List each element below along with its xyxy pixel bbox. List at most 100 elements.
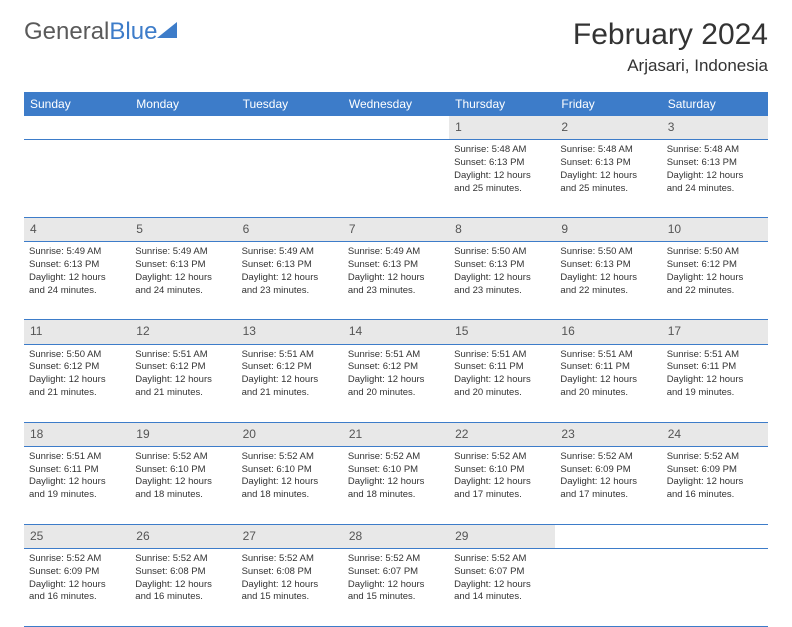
day-number: 4 xyxy=(30,221,124,237)
day-number: 26 xyxy=(136,528,230,544)
day-detail-cell: Sunrise: 5:48 AMSunset: 6:13 PMDaylight:… xyxy=(662,140,768,218)
day-detail-cell: Sunrise: 5:50 AMSunset: 6:12 PMDaylight:… xyxy=(24,344,130,422)
sunset-text: Sunset: 6:11 PM xyxy=(560,361,656,374)
day-detail-cell: Sunrise: 5:52 AMSunset: 6:10 PMDaylight:… xyxy=(130,446,236,524)
day-number-cell: 6 xyxy=(237,218,343,242)
triangle-icon xyxy=(157,20,183,45)
daylight-text: and 25 minutes. xyxy=(454,183,550,196)
day-number-cell: 18 xyxy=(24,422,130,446)
sunset-text: Sunset: 6:09 PM xyxy=(29,566,125,579)
day-number-cell: 12 xyxy=(130,320,236,344)
sunrise-text: Sunrise: 5:49 AM xyxy=(29,246,125,259)
day-number-cell xyxy=(24,116,130,140)
daylight-text: and 19 minutes. xyxy=(29,489,125,502)
day-header: Saturday xyxy=(662,92,768,116)
day-detail-cell xyxy=(24,140,130,218)
sunrise-text: Sunrise: 5:51 AM xyxy=(348,349,444,362)
daynum-row: 18192021222324 xyxy=(24,422,768,446)
daylight-text: Daylight: 12 hours xyxy=(29,476,125,489)
sunset-text: Sunset: 6:10 PM xyxy=(242,464,338,477)
daylight-text: and 24 minutes. xyxy=(29,285,125,298)
daylight-text: and 20 minutes. xyxy=(560,387,656,400)
day-number: 16 xyxy=(561,323,655,339)
daynum-row: 11121314151617 xyxy=(24,320,768,344)
day-number-cell: 4 xyxy=(24,218,130,242)
day-detail-cell xyxy=(237,140,343,218)
daylight-text: and 21 minutes. xyxy=(29,387,125,400)
sunrise-text: Sunrise: 5:50 AM xyxy=(454,246,550,259)
sunrise-text: Sunrise: 5:52 AM xyxy=(29,553,125,566)
day-number-cell: 28 xyxy=(343,524,449,548)
day-number: 28 xyxy=(349,528,443,544)
sunset-text: Sunset: 6:12 PM xyxy=(348,361,444,374)
daylight-text: Daylight: 12 hours xyxy=(29,374,125,387)
day-number-cell: 29 xyxy=(449,524,555,548)
sunrise-text: Sunrise: 5:52 AM xyxy=(348,451,444,464)
day-detail-cell: Sunrise: 5:51 AMSunset: 6:12 PMDaylight:… xyxy=(237,344,343,422)
daylight-text: and 16 minutes. xyxy=(667,489,763,502)
daylight-text: Daylight: 12 hours xyxy=(135,476,231,489)
daylight-text: Daylight: 12 hours xyxy=(560,170,656,183)
sunrise-text: Sunrise: 5:52 AM xyxy=(135,451,231,464)
daylight-text: and 18 minutes. xyxy=(135,489,231,502)
day-number: 12 xyxy=(136,323,230,339)
day-detail-cell xyxy=(343,140,449,218)
sunset-text: Sunset: 6:13 PM xyxy=(454,259,550,272)
day-detail-cell: Sunrise: 5:51 AMSunset: 6:11 PMDaylight:… xyxy=(662,344,768,422)
daylight-text: Daylight: 12 hours xyxy=(348,374,444,387)
week-row: Sunrise: 5:51 AMSunset: 6:11 PMDaylight:… xyxy=(24,446,768,524)
sunset-text: Sunset: 6:11 PM xyxy=(454,361,550,374)
daylight-text: and 23 minutes. xyxy=(454,285,550,298)
header: GeneralBlue February 2024 Arjasari, Indo… xyxy=(24,18,768,76)
day-number: 25 xyxy=(30,528,124,544)
daylight-text: and 22 minutes. xyxy=(667,285,763,298)
day-number-cell: 1 xyxy=(449,116,555,140)
daylight-text: Daylight: 12 hours xyxy=(348,579,444,592)
sunrise-text: Sunrise: 5:51 AM xyxy=(454,349,550,362)
daylight-text: Daylight: 12 hours xyxy=(667,476,763,489)
sunrise-text: Sunrise: 5:52 AM xyxy=(348,553,444,566)
sunset-text: Sunset: 6:07 PM xyxy=(454,566,550,579)
calendar-table: SundayMondayTuesdayWednesdayThursdayFrid… xyxy=(24,92,768,627)
day-number: 6 xyxy=(243,221,337,237)
sunrise-text: Sunrise: 5:50 AM xyxy=(560,246,656,259)
sunset-text: Sunset: 6:10 PM xyxy=(135,464,231,477)
daylight-text: and 21 minutes. xyxy=(135,387,231,400)
daylight-text: and 21 minutes. xyxy=(242,387,338,400)
day-number-cell xyxy=(237,116,343,140)
sunset-text: Sunset: 6:12 PM xyxy=(29,361,125,374)
sunrise-text: Sunrise: 5:49 AM xyxy=(135,246,231,259)
daylight-text: and 23 minutes. xyxy=(348,285,444,298)
daylight-text: and 20 minutes. xyxy=(454,387,550,400)
day-number: 29 xyxy=(455,528,549,544)
calendar-header-row: SundayMondayTuesdayWednesdayThursdayFrid… xyxy=(24,92,768,116)
day-detail-cell: Sunrise: 5:48 AMSunset: 6:13 PMDaylight:… xyxy=(449,140,555,218)
day-number-cell xyxy=(662,524,768,548)
daylight-text: Daylight: 12 hours xyxy=(454,476,550,489)
day-number-cell: 20 xyxy=(237,422,343,446)
logo-part2: Blue xyxy=(109,18,157,45)
day-number: 20 xyxy=(243,426,337,442)
sunset-text: Sunset: 6:12 PM xyxy=(242,361,338,374)
sunrise-text: Sunrise: 5:52 AM xyxy=(560,451,656,464)
daylight-text: and 17 minutes. xyxy=(454,489,550,502)
sunrise-text: Sunrise: 5:50 AM xyxy=(667,246,763,259)
day-number-cell xyxy=(343,116,449,140)
day-number: 9 xyxy=(561,221,655,237)
day-number: 24 xyxy=(668,426,762,442)
sunset-text: Sunset: 6:13 PM xyxy=(348,259,444,272)
daylight-text: Daylight: 12 hours xyxy=(667,170,763,183)
daylight-text: Daylight: 12 hours xyxy=(667,374,763,387)
day-detail-cell: Sunrise: 5:51 AMSunset: 6:11 PMDaylight:… xyxy=(449,344,555,422)
day-number-cell: 2 xyxy=(555,116,661,140)
sunset-text: Sunset: 6:11 PM xyxy=(667,361,763,374)
week-row: Sunrise: 5:49 AMSunset: 6:13 PMDaylight:… xyxy=(24,242,768,320)
day-number-cell: 13 xyxy=(237,320,343,344)
day-number: 19 xyxy=(136,426,230,442)
day-detail-cell: Sunrise: 5:52 AMSunset: 6:10 PMDaylight:… xyxy=(343,446,449,524)
sunrise-text: Sunrise: 5:48 AM xyxy=(667,144,763,157)
sunset-text: Sunset: 6:13 PM xyxy=(454,157,550,170)
sunrise-text: Sunrise: 5:51 AM xyxy=(667,349,763,362)
sunset-text: Sunset: 6:10 PM xyxy=(454,464,550,477)
day-number: 5 xyxy=(136,221,230,237)
